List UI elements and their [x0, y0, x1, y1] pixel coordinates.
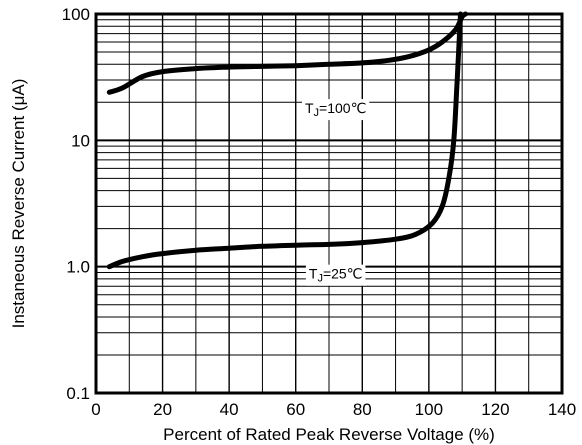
x-tick-label: 80: [353, 400, 372, 419]
y-tick-label: 1.0: [66, 258, 90, 277]
series-label-2: TJ=25℃: [305, 264, 366, 286]
x-tick-label: 120: [481, 400, 509, 419]
y-axis-label: Instaneous Reverse Current (μA): [9, 79, 28, 329]
x-axis-label: Percent of Rated Peak Reverse Voltage (%…: [163, 425, 495, 444]
x-tick-label: 20: [153, 400, 172, 419]
tick-labels: 0 20 40 60 80 100 120 140 0.1 1.0 10 100: [62, 5, 577, 419]
y-tick-label: 0.1: [66, 384, 90, 403]
x-tick-label: 0: [91, 400, 100, 419]
x-tick-label: 60: [286, 400, 305, 419]
series-line-2: [106, 11, 463, 270]
y-tick-label: 10: [71, 131, 90, 150]
series-lines: [106, 11, 468, 270]
x-tick-label: 40: [220, 400, 239, 419]
x-tick-label: 100: [415, 400, 443, 419]
series-label-1: TJ=100℃: [301, 99, 370, 121]
grid: [96, 14, 562, 393]
x-tick-label: 140: [548, 400, 576, 419]
plot-frame: [94, 12, 564, 395]
series-labels: TJ=100℃ TJ=25℃: [301, 99, 370, 286]
series-label-text: TJ=100℃: [305, 100, 366, 119]
series-label-background: [305, 264, 366, 286]
y-tick-label: 100: [62, 5, 90, 24]
series-line-1: [106, 11, 468, 95]
series-label-text: TJ=25℃: [309, 266, 363, 285]
series-label-background: [301, 99, 370, 121]
